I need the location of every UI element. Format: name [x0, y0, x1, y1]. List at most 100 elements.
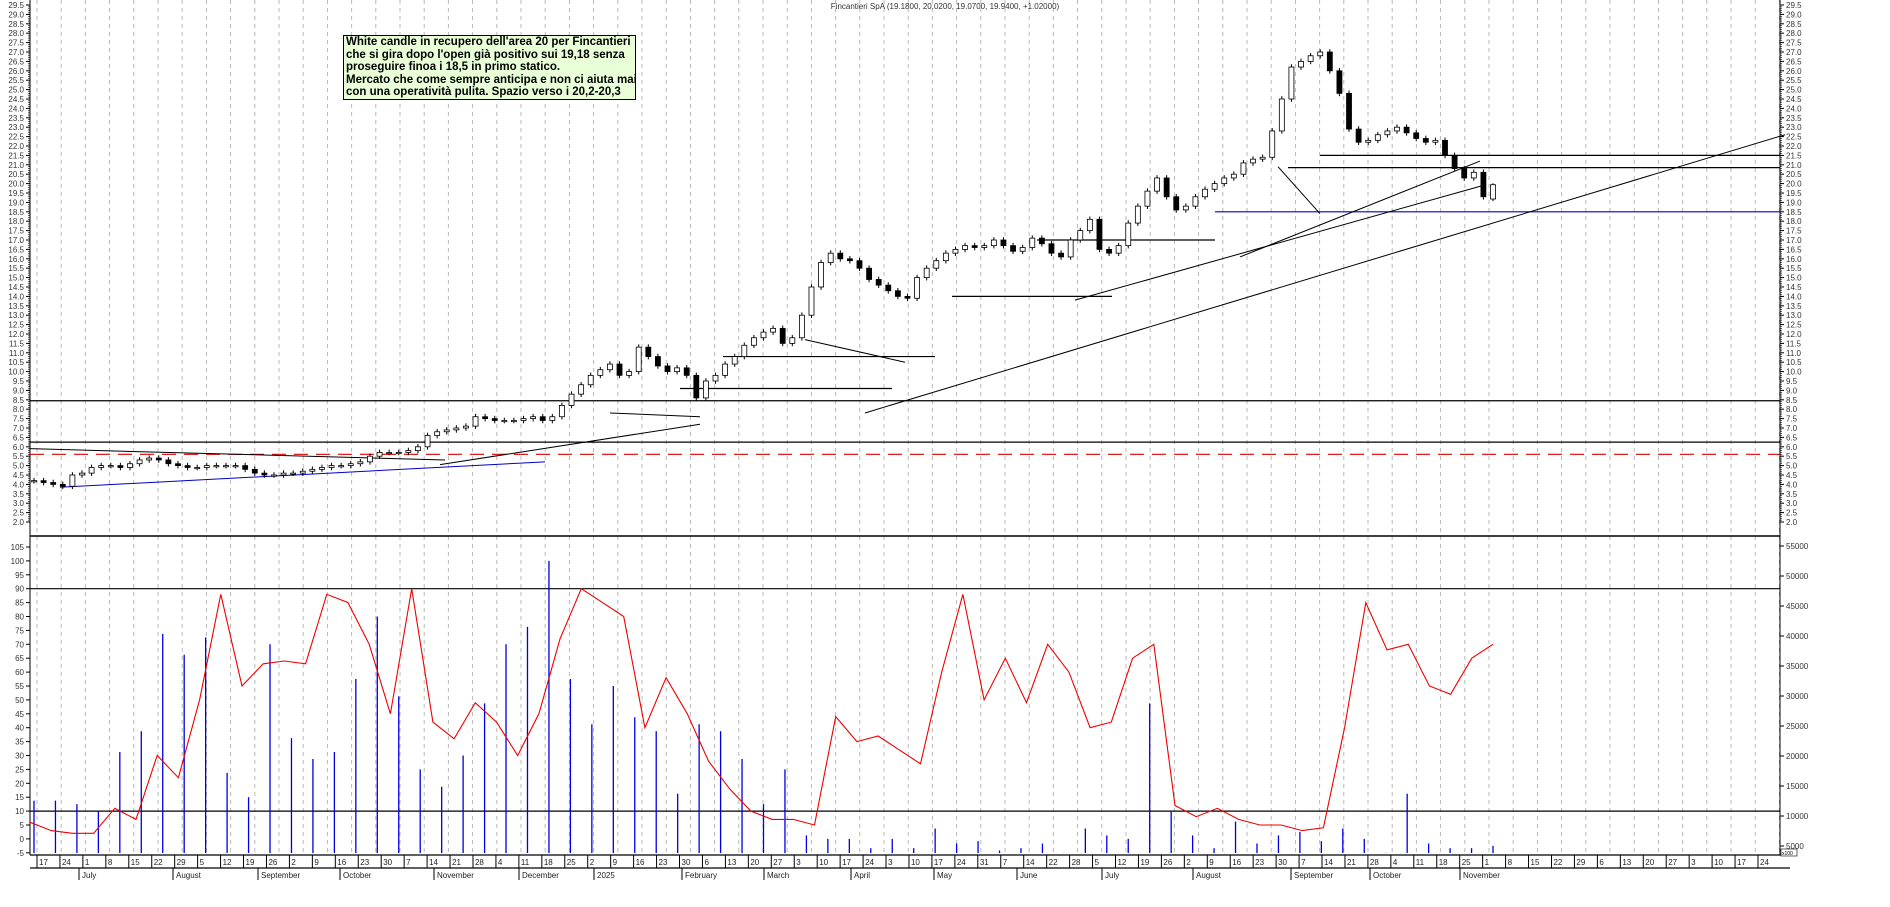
candle-body: [1000, 239, 1007, 247]
date-label: 19: [1140, 858, 1149, 867]
price-label: 11.0: [1786, 349, 1802, 358]
candle-body: [1413, 132, 1420, 139]
candle-body: [1230, 173, 1237, 179]
candle-body: [1096, 218, 1103, 250]
price-label: 28.5: [8, 20, 24, 29]
candle-body: [434, 431, 441, 436]
candle-body: [271, 474, 277, 477]
date-label: 24: [1760, 858, 1769, 867]
price-label: 12.5: [8, 321, 24, 330]
price-label: 11.5: [1786, 339, 1802, 348]
candle-body: [674, 367, 681, 372]
candle-body: [626, 371, 633, 376]
price-label: 4.0: [1786, 480, 1798, 489]
price-label: 11.0: [9, 349, 25, 358]
chart-title: Fincantieri SpA (19.1800, 20.0200, 19.07…: [830, 2, 1060, 11]
oscillator-label: 80: [15, 613, 24, 622]
date-label: 13: [727, 858, 736, 867]
oscillator-label: 90: [15, 585, 24, 594]
candle-body: [482, 416, 489, 420]
date-label: 12: [223, 858, 232, 867]
price-label: 18.5: [1786, 208, 1802, 217]
candle-body: [98, 465, 105, 468]
candle-body: [1317, 51, 1324, 57]
candle-body: [856, 260, 863, 269]
trendline: [1277, 166, 1321, 215]
candle-body: [242, 465, 249, 470]
candle-body: [357, 461, 364, 465]
candle-body: [1019, 247, 1026, 252]
volume-label: 20000: [1786, 752, 1809, 761]
price-label: 7.5: [13, 415, 25, 424]
price-label: 9.0: [13, 386, 25, 395]
volume-label: 30000: [1786, 692, 1809, 701]
price-label: 8.5: [13, 396, 25, 405]
candle-body: [1365, 139, 1372, 143]
date-label: 2: [590, 858, 595, 867]
price-label: 4.0: [13, 480, 25, 489]
annotation-line: con una operatività pulita. Spazio verso…: [346, 86, 621, 99]
month-label: March: [767, 871, 789, 880]
price-label: 24.0: [1786, 104, 1802, 113]
candle-body: [107, 465, 114, 468]
candle-body: [894, 290, 901, 297]
candle-body: [808, 286, 815, 316]
candle-body: [866, 267, 872, 280]
price-label: 22.0: [1786, 142, 1802, 151]
candle-body: [1442, 139, 1448, 156]
candle-body: [79, 472, 85, 476]
gridlines: [36, 0, 1780, 855]
annotation-line: proseguire finoa i 18,5 in primo statico…: [346, 61, 561, 74]
candle-body: [635, 346, 642, 373]
price-label: 2.0: [1786, 518, 1798, 527]
annotation-line: Mercato che come sempre anticipa e non c…: [346, 73, 637, 86]
date-label: 22: [154, 858, 163, 867]
candle-body: [875, 279, 882, 286]
trendline: [1074, 184, 1484, 301]
candle-body: [1106, 248, 1112, 254]
candle-body: [597, 369, 604, 376]
price-label: 10.5: [1786, 358, 1802, 367]
date-label: 26: [1163, 858, 1172, 867]
price-label: 24.5: [1786, 95, 1802, 104]
candle-body: [798, 314, 805, 339]
trendline: [1239, 160, 1481, 258]
price-label: 17.0: [8, 236, 24, 245]
candle-body: [1346, 92, 1352, 130]
candle-body: [693, 374, 700, 399]
date-label: 14: [1026, 858, 1035, 867]
trendline: [804, 339, 906, 363]
candle-body: [923, 267, 930, 279]
date-label: 22: [1553, 858, 1562, 867]
candle-body: [1154, 177, 1160, 192]
candle-body: [203, 465, 210, 468]
candle-body: [175, 463, 181, 467]
oscillator-label: 60: [15, 668, 24, 677]
candle-body: [770, 327, 776, 333]
date-label: 17: [934, 858, 943, 867]
date-label: 3: [888, 858, 893, 867]
price-label: 17.5: [8, 227, 24, 236]
price-label: 18.5: [8, 208, 24, 217]
price-label: 12.0: [8, 330, 24, 339]
candle-body: [1240, 162, 1247, 175]
candle-body: [1374, 134, 1381, 141]
volume-label: 50000: [1786, 572, 1809, 581]
price-label: 23.5: [1786, 114, 1802, 123]
candle-body: [261, 472, 268, 476]
candle-body: [1307, 55, 1314, 62]
volume-label: 55000: [1786, 542, 1809, 551]
date-label: 25: [1462, 858, 1471, 867]
oscillator-label: 100: [11, 557, 25, 566]
candle-body: [655, 356, 661, 367]
price-label: 13.5: [1786, 302, 1802, 311]
date-label: 9: [314, 858, 319, 867]
price-label: 6.0: [13, 443, 25, 452]
candle-body: [559, 405, 565, 418]
candle-body: [981, 245, 988, 248]
date-label: 7: [1301, 858, 1306, 867]
oscillator-label: 55: [15, 682, 24, 691]
candle-body: [127, 463, 133, 468]
date-label: 24: [865, 858, 874, 867]
price-axis: 29.5 29.529.0 29.028.5 28.528.0 28.027.5 27.5…: [8, 1, 1802, 527]
